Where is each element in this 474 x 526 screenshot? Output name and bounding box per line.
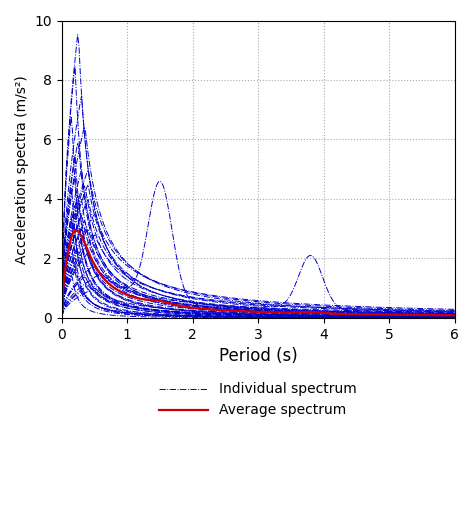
Average spectrum [392, 311, 397, 318]
Average spectrum [452, 312, 457, 318]
Average spectrum [60, 285, 66, 291]
Individual spectrum [59, 297, 65, 303]
X-axis label: Period (s): Period (s) [219, 347, 298, 365]
Line: Individual spectrum: Individual spectrum [62, 35, 455, 315]
Line: Average spectrum: Average spectrum [62, 230, 455, 315]
Individual spectrum [301, 308, 306, 315]
Average spectrum [59, 308, 65, 315]
Average spectrum [301, 309, 306, 315]
Average spectrum [293, 309, 299, 316]
Average spectrum [294, 309, 300, 316]
Individual spectrum [452, 311, 457, 318]
Average spectrum [72, 227, 78, 233]
Individual spectrum [294, 308, 300, 314]
Legend: Individual spectrum, Average spectrum: Individual spectrum, Average spectrum [153, 376, 364, 424]
Y-axis label: Acceleration spectra (m/s²): Acceleration spectra (m/s²) [15, 75, 29, 264]
Average spectrum [416, 312, 422, 318]
Individual spectrum [416, 311, 422, 317]
Individual spectrum [75, 32, 81, 38]
Individual spectrum [60, 233, 66, 239]
Individual spectrum [392, 310, 397, 317]
Individual spectrum [293, 308, 299, 314]
